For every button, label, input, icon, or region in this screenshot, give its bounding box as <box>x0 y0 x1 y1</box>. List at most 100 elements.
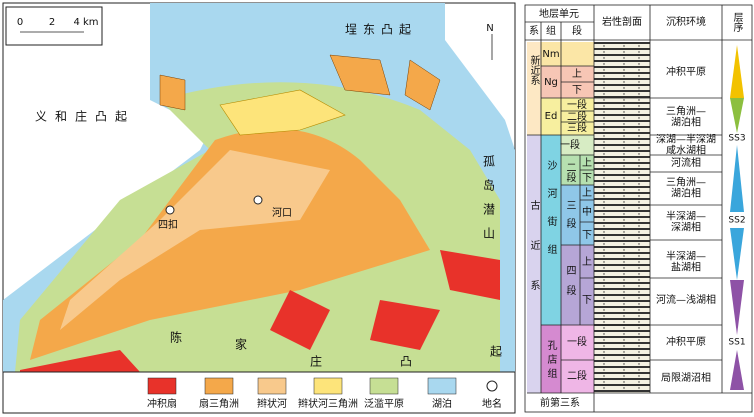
legend-swatch <box>147 377 177 395</box>
member: 四段 <box>564 265 576 305</box>
legend-label: 湖泊 <box>432 398 452 410</box>
system: 古近系 <box>528 199 540 320</box>
scale-label: 4 km <box>73 17 98 28</box>
environment-label: 湖泊相 <box>671 116 701 129</box>
region-char: 家 <box>235 337 247 352</box>
submember: 下 <box>582 230 592 241</box>
environment-label: 半深湖— <box>666 250 706 263</box>
cell <box>561 245 594 325</box>
legend-label: 辫状河三角洲 <box>298 397 358 410</box>
cell <box>541 98 594 135</box>
lithology-base <box>594 393 650 412</box>
header: 岩性剖面 <box>602 15 642 28</box>
submember: 上 <box>582 256 592 268</box>
sequence-triangle <box>730 228 744 280</box>
header: 沉积环境 <box>666 15 706 28</box>
formation: 孔店组 <box>545 340 557 382</box>
header: 地层单元 <box>539 7 579 20</box>
cell <box>561 42 594 66</box>
cell <box>527 42 541 135</box>
region-char: 庄 <box>310 354 322 369</box>
member: 一段 <box>560 138 580 151</box>
cell <box>541 135 561 325</box>
legend-swatch <box>486 380 498 392</box>
legend-label: 地名 <box>482 397 502 410</box>
header: 层序 <box>731 12 743 33</box>
formation: 沙河街组 <box>545 160 557 272</box>
map: 0 2 4 km N 埕东凸起 义和庄凸起 孤岛潜山 陈 家 庄 凸 起 四扣 … <box>2 2 516 414</box>
submember: 上 <box>582 187 592 199</box>
place-marker <box>165 205 175 215</box>
submember: 中 <box>582 205 592 218</box>
legend-label: 辫状河 <box>257 397 287 410</box>
environment-label: 局限湖沼相 <box>661 371 711 384</box>
environment-label: 三角洲— <box>666 106 706 118</box>
formation: Ed <box>545 111 558 122</box>
sequence-triangle <box>730 98 744 133</box>
scale-box <box>5 6 103 46</box>
submember: 上 <box>582 157 592 169</box>
header: 系 <box>529 25 539 37</box>
sequence-triangle <box>730 350 744 390</box>
member: 上 <box>572 68 582 80</box>
fan-delta <box>30 128 430 360</box>
formation: Ng <box>544 77 558 88</box>
member: 三段 <box>564 200 576 236</box>
member: 二段 <box>564 162 576 183</box>
fan-delta-north <box>159 54 441 111</box>
member: 三段 <box>567 121 587 134</box>
environment-label: 冲积平原 <box>666 335 706 348</box>
header: 段 <box>572 24 582 37</box>
region-label: 孤岛潜山 <box>482 155 496 251</box>
legend-label: 扇三角洲 <box>199 397 239 410</box>
environment-label: 冲积平原 <box>666 65 706 78</box>
sequence-triangle <box>730 45 744 98</box>
braided-delta <box>219 89 346 136</box>
cell <box>561 325 594 393</box>
environment-label: 河流相 <box>671 156 701 169</box>
place-marker <box>253 195 263 205</box>
sequence-label: SS2 <box>728 216 745 226</box>
environment-label: 三角洲— <box>666 177 706 189</box>
cell <box>541 42 561 66</box>
environments: 冲积平原三角洲—湖泊相深湖—半深湖咸水湖相河流相三角洲—湖泊相半深湖—深湖相半深… <box>656 65 716 384</box>
cell <box>527 135 541 393</box>
submember: 下 <box>582 173 592 184</box>
environment-label: 深湖—半深湖 <box>656 133 716 146</box>
legend-swatch <box>313 377 343 395</box>
scale-label: 0 <box>17 17 23 28</box>
north-arrow: N <box>486 23 493 34</box>
system: 新近系 <box>528 54 540 85</box>
region-label: 义和庄凸起 <box>35 109 135 124</box>
member: 一段 <box>567 335 587 348</box>
environment-label: 半深湖— <box>666 210 706 223</box>
place-label: 河口 <box>272 207 292 219</box>
legend-label: 泛滥平原 <box>364 397 404 410</box>
cell <box>541 325 561 393</box>
region-char: 陈 <box>170 330 182 345</box>
rules <box>525 5 752 412</box>
legend-swatch <box>369 377 399 395</box>
region-char: 起 <box>490 345 502 359</box>
environment-label: 河流—浅湖相 <box>656 293 716 306</box>
legend-swatch <box>427 377 457 395</box>
sequence-triangle <box>730 145 744 212</box>
braided-river <box>60 150 330 330</box>
member: 二段 <box>567 369 587 382</box>
legend-swatch <box>204 377 234 395</box>
stratigraphic-column: 地层单元 系 组 段 岩性剖面 沉积环境 层序 新近系 古近系 Nm Ng Ed… <box>524 4 753 413</box>
cell <box>541 66 561 98</box>
sequence-label: SS1 <box>728 338 745 348</box>
header: 组 <box>546 24 556 37</box>
place-label: 四扣 <box>158 218 178 231</box>
cell <box>561 185 594 245</box>
lithology <box>594 42 650 393</box>
sequence-triangle <box>730 280 744 335</box>
member: 二段 <box>567 110 587 123</box>
environment-label: 咸水湖相 <box>666 144 706 157</box>
member: 下 <box>572 85 582 96</box>
basement: 前第三系 <box>540 396 580 409</box>
formation: Nm <box>542 49 559 60</box>
sequence-label: SS3 <box>728 134 745 144</box>
alluvial-fan <box>20 250 500 372</box>
